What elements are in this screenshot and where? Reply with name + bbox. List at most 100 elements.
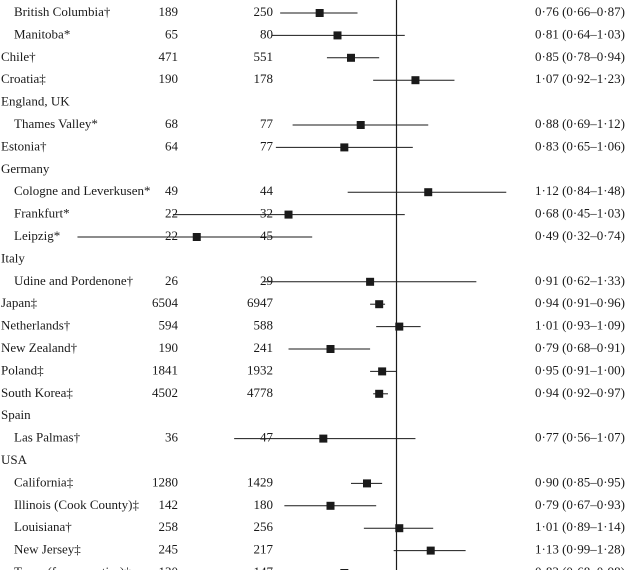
count-group-2: 47 [260,430,274,445]
row-label: Japan‡ [1,295,38,310]
effect-estimate-ci-text: 0·49 (0·32–0·74) [535,228,625,243]
count-group-2: 1429 [247,474,273,489]
count-group-2: 77 [260,116,274,131]
point-estimate-marker [395,524,404,533]
effect-estimate-ci-text: 0·76 (0·66–0·87) [535,4,625,19]
study-row: Croatia‡ 190 178 1·07 (0·92–1·23) [1,71,625,86]
row-label: Las Palmas† [14,430,81,445]
forest-plot-rows: British Columbia† 189 250 0·76 (0·66–0·87) M… [1,4,625,570]
point-estimate-marker [192,233,201,241]
study-row: Chile† 471 551 0·85 (0·78–0·94) [1,49,625,64]
row-label: Estonia† [1,138,47,153]
row-label: Leipzig* [14,228,60,243]
count-group-2: 6947 [247,295,274,310]
count-group-2: 241 [254,340,274,355]
group-header-row: England, UK [1,94,70,109]
study-row: Udine and Pordenone† 26 29 0·91 (0·62–1·33) [14,273,625,288]
effect-estimate-ci-text: 0·95 (0·91–1·00) [535,362,625,377]
study-row: Netherlands† 594 588 1·01 (0·93–1·09) [1,318,625,333]
point-estimate-marker [315,9,324,17]
study-row: Louisiana† 258 256 1·01 (0·89–1·14) [14,519,625,534]
study-row: Las Palmas† 36 47 0·77 (0·56–1·07) [14,430,625,445]
count-group-1: 22 [165,228,178,243]
study-row: Texas (four counties)‡ 130 147 0·83 (0·68–0… [14,564,625,570]
count-group-2: 80 [260,26,273,41]
count-group-1: 65 [165,26,178,41]
row-label: Louisiana† [14,519,72,534]
effect-estimate-ci-text: 0·85 (0·78–0·94) [535,49,625,64]
count-group-2: 217 [254,542,274,557]
count-group-1: 594 [159,318,179,333]
group-header-row: Spain [1,407,31,422]
study-row: New Jersey‡ 245 217 1·13 (0·99–1·28) [14,542,625,557]
count-group-1: 471 [159,49,179,64]
study-row: Frankfurt* 22 32 0·68 (0·45–1·03) [14,206,625,221]
study-row: Japan‡ 6504 6947 0·94 (0·91–0·96) [1,295,625,310]
row-label: Croatia‡ [1,71,46,86]
effect-estimate-ci-text: 0·77 (0·56–1·07) [535,430,625,445]
effect-estimate-ci-text: 0·79 (0·67–0·93) [535,497,625,512]
count-group-2: 180 [254,497,274,512]
count-group-1: 189 [159,4,179,19]
row-label: Thames Valley* [14,116,98,131]
row-label: Illinois (Cook County)‡ [14,497,139,512]
group-header-row: Italy [1,250,25,265]
study-row: Estonia† 64 77 0·83 (0·65–1·06) [1,138,625,153]
row-label: Germany [1,161,50,176]
row-label: South Korea‡ [1,385,73,400]
count-group-1: 68 [165,116,178,131]
effect-estimate-ci-text: 0·94 (0·92–0·97) [535,385,625,400]
study-row: California‡ 1280 1429 0·90 (0·85–0·95) [14,474,625,489]
row-label: England, UK [1,94,70,109]
study-row: Poland‡ 1841 1932 0·95 (0·91–1·00) [1,362,625,377]
effect-estimate-ci-text: 0·94 (0·91–0·96) [535,295,625,310]
count-group-1: 4502 [152,385,178,400]
point-estimate-marker [375,300,384,309]
effect-estimate-ci-text: 1·13 (0·99–1·28) [535,542,625,557]
row-label: Cologne and Leverkusen* [14,183,150,198]
effect-estimate-ci-text: 0·81 (0·64–1·03) [535,26,625,41]
point-estimate-marker [395,322,404,331]
row-label: Frankfurt* [14,206,70,221]
study-row: New Zealand† 190 241 0·79 (0·68–0·91) [1,340,625,355]
row-label: Netherlands† [1,318,71,333]
point-estimate-marker [326,501,335,510]
row-label: Texas (four counties)‡ [14,564,131,570]
row-label: Udine and Pordenone† [14,273,134,288]
point-estimate-marker [362,479,371,488]
count-group-2: 256 [254,519,274,534]
count-group-2: 588 [254,318,274,333]
study-row: British Columbia† 189 250 0·76 (0·66–0·87) [14,4,625,19]
effect-estimate-ci-text: 1·01 (0·93–1·09) [535,318,625,333]
effect-estimate-ci-text: 0·68 (0·45–1·03) [535,206,625,221]
point-estimate-marker [333,31,342,40]
effect-estimate-ci-text: 0·83 (0·68–0·98) [535,564,625,570]
effect-estimate-ci-text: 0·79 (0·68–0·91) [535,340,625,355]
effect-estimate-ci-text: 0·90 (0·85–0·95) [535,474,625,489]
effect-estimate-ci-text: 0·83 (0·65–1·06) [535,138,625,153]
count-group-2: 1932 [247,362,273,377]
effect-estimate-ci-text: 0·91 (0·62–1·33) [535,273,625,288]
count-group-1: 130 [159,564,179,570]
point-estimate-marker [411,76,420,85]
point-estimate-marker [366,277,375,286]
count-group-2: 32 [260,206,273,221]
count-group-1: 1280 [152,474,178,489]
count-group-2: 77 [260,138,274,153]
row-label: Poland‡ [1,362,44,377]
count-group-1: 190 [159,340,179,355]
count-group-1: 49 [165,183,178,198]
point-estimate-marker [319,434,328,443]
row-label: Manitoba* [14,26,70,41]
count-group-2: 178 [254,71,274,86]
row-label: Chile† [1,49,36,64]
count-group-2: 29 [260,273,273,288]
count-group-1: 22 [165,206,178,221]
row-label: British Columbia† [14,4,111,19]
row-label: New Zealand† [1,340,78,355]
point-estimate-marker [375,389,384,398]
study-row: Cologne and Leverkusen* 49 44 1·12 (0·84–1·… [14,183,625,198]
count-group-2: 45 [260,228,273,243]
count-group-1: 6504 [152,295,179,310]
